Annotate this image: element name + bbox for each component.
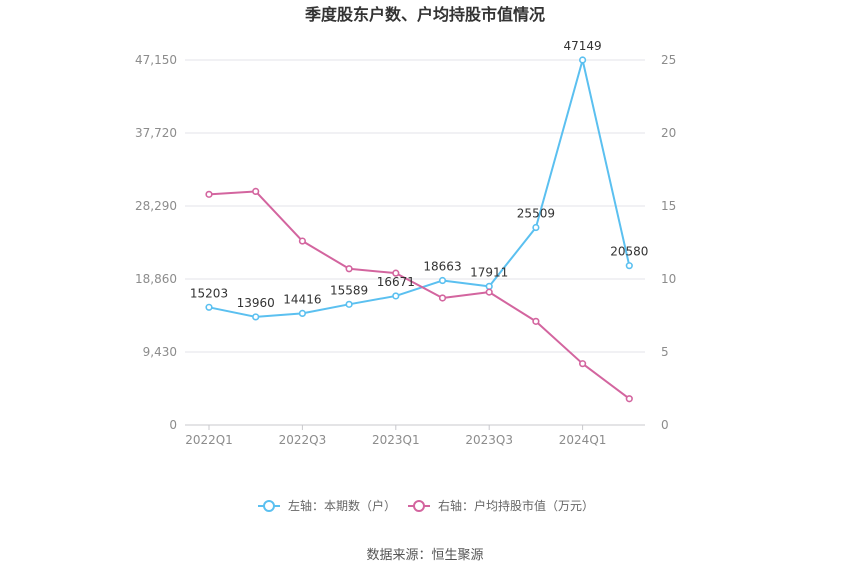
legend-item-right[interactable]: 右轴：户均持股市值（万元） xyxy=(408,498,594,513)
chart-title: 季度股东户数、户均持股市值情况 xyxy=(304,5,545,24)
data-point-right xyxy=(252,187,260,195)
right-tick-label: 10 xyxy=(661,272,676,286)
x-tick-label: 2022Q1 xyxy=(185,433,233,447)
data-point-left xyxy=(392,292,400,300)
data-point-right xyxy=(532,317,540,325)
source-note: 数据来源：恒生聚源 xyxy=(366,548,483,563)
data-point-left xyxy=(298,309,307,318)
x-tick-label: 2022Q3 xyxy=(279,433,327,447)
data-point-right xyxy=(392,269,400,277)
data-point-right xyxy=(298,237,307,245)
data-point-right xyxy=(578,360,587,368)
data-point-right xyxy=(345,265,353,273)
data-point-right xyxy=(485,288,493,296)
data-label: 14416 xyxy=(283,292,321,306)
left-tick-label: 28,290 xyxy=(135,199,177,213)
x-tick-label: 2023Q1 xyxy=(372,433,420,447)
left-tick-label: 37,720 xyxy=(135,126,177,140)
data-point-left xyxy=(252,313,260,321)
data-point-right xyxy=(438,294,447,302)
data-point-left xyxy=(345,300,353,308)
data-label: 15203 xyxy=(190,286,228,300)
right-tick-label: 5 xyxy=(661,345,669,359)
data-label: 20580 xyxy=(610,245,648,259)
data-label: 13960 xyxy=(237,296,275,310)
data-label: 16671 xyxy=(377,275,415,289)
series-line-left xyxy=(208,59,631,318)
data-point-left xyxy=(578,56,587,64)
data-point-right xyxy=(625,395,633,403)
right-tick-label: 0 xyxy=(661,418,669,432)
data-point-left xyxy=(532,223,540,232)
data-labels: 15203 13960 14416 15589 16671 18663 17911 25509… xyxy=(190,39,648,310)
series-layer xyxy=(205,56,633,403)
left-tick-label: 47,150 xyxy=(135,53,177,67)
data-label: 47149 xyxy=(564,39,602,53)
data-point-left xyxy=(438,276,447,285)
legend-label-left: 左轴：本期数（户） xyxy=(288,498,396,513)
data-point-right xyxy=(205,190,213,198)
left-tick-label: 9,430 xyxy=(143,345,177,359)
data-label: 25509 xyxy=(517,207,555,221)
left-tick-label: 0 xyxy=(169,418,177,432)
left-tick-label: 18,860 xyxy=(135,272,177,286)
legend-marker-dot xyxy=(263,500,275,512)
data-label: 17911 xyxy=(470,265,508,279)
axes: 0 0 9,430 5 18,860 10 28,290 15 37,720 20 47,150 25… xyxy=(135,53,676,447)
right-tick-label: 20 xyxy=(661,126,676,140)
data-point-left xyxy=(485,282,493,290)
legend-label-right: 右轴：户均持股市值（万元） xyxy=(438,498,594,513)
series-line-right xyxy=(208,190,630,400)
legend[interactable]: 左轴：本期数（户） 右轴：户均持股市值（万元） xyxy=(258,498,594,513)
legend-item-left[interactable]: 左轴：本期数（户） xyxy=(258,498,396,513)
data-point-left xyxy=(625,262,633,270)
right-tick-label: 25 xyxy=(661,53,676,67)
legend-marker-dot xyxy=(413,500,425,512)
data-label: 15589 xyxy=(330,283,368,297)
right-tick-label: 15 xyxy=(661,199,676,213)
x-tick-label: 2024Q1 xyxy=(559,433,607,447)
data-label: 18663 xyxy=(423,260,461,274)
x-tick-label: 2023Q3 xyxy=(465,433,513,447)
data-point-left xyxy=(205,303,213,311)
